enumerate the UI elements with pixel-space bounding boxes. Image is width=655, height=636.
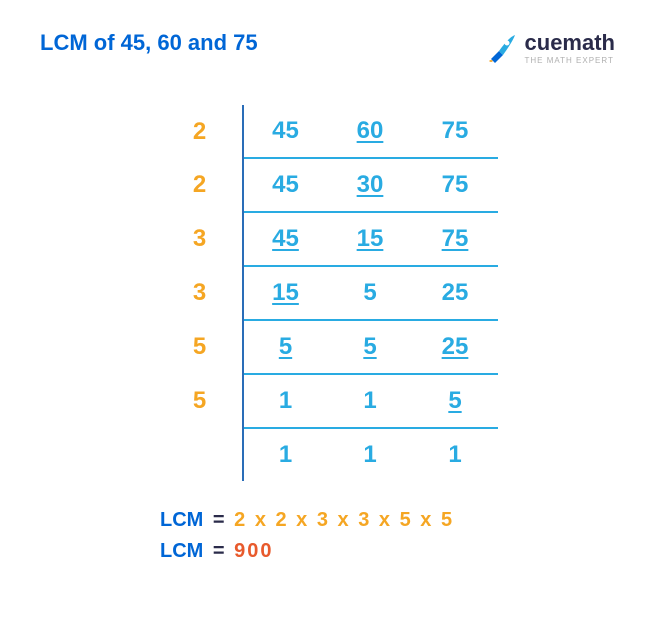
number-cell: 1 bbox=[328, 374, 413, 428]
divisor-cell: 2 bbox=[158, 158, 243, 212]
divisor-cell: 5 bbox=[158, 320, 243, 374]
lcm-factors: 2 x 2 x 3 x 3 x 5 x 5 bbox=[234, 509, 454, 531]
divisor-cell: 3 bbox=[158, 266, 243, 320]
number-cell: 25 bbox=[413, 266, 498, 320]
logo-tagline: THE MATH EXPERT bbox=[525, 56, 614, 65]
page-title: LCM of 45, 60 and 75 bbox=[40, 30, 258, 56]
equals-sign: = bbox=[213, 509, 225, 531]
number-cell: 45 bbox=[243, 158, 328, 212]
number-cell: 75 bbox=[413, 158, 498, 212]
divisor-cell: 5 bbox=[158, 374, 243, 428]
number-cell: 30 bbox=[328, 158, 413, 212]
number-cell: 75 bbox=[413, 212, 498, 266]
number-cell: 45 bbox=[243, 105, 328, 158]
divisor-cell: 3 bbox=[158, 212, 243, 266]
brand-logo: cuemath THE MATH EXPERT bbox=[485, 30, 615, 65]
number-cell: 5 bbox=[328, 320, 413, 374]
number-cell: 1 bbox=[413, 428, 498, 481]
number-cell: 5 bbox=[243, 320, 328, 374]
number-cell: 1 bbox=[328, 428, 413, 481]
rocket-icon bbox=[485, 31, 519, 65]
lcm-label-2: LCM bbox=[160, 540, 203, 562]
number-cell: 1 bbox=[243, 374, 328, 428]
number-cell: 15 bbox=[243, 266, 328, 320]
divisor-cell bbox=[158, 428, 243, 481]
number-cell: 45 bbox=[243, 212, 328, 266]
divisor-cell: 2 bbox=[158, 105, 243, 158]
number-cell: 5 bbox=[328, 266, 413, 320]
logo-brand-text: cuemath bbox=[525, 30, 615, 56]
result-block: LCM = 2 x 2 x 3 x 3 x 5 x 5 LCM = 900 bbox=[160, 509, 615, 563]
lcm-answer: 900 bbox=[234, 540, 273, 562]
lcm-division-table: 245607524530753451575315525555255115111 bbox=[158, 105, 498, 481]
number-cell: 1 bbox=[243, 428, 328, 481]
number-cell: 25 bbox=[413, 320, 498, 374]
number-cell: 5 bbox=[413, 374, 498, 428]
equals-sign-2: = bbox=[213, 540, 225, 562]
number-cell: 60 bbox=[328, 105, 413, 158]
number-cell: 75 bbox=[413, 105, 498, 158]
number-cell: 15 bbox=[328, 212, 413, 266]
lcm-label: LCM bbox=[160, 509, 203, 531]
